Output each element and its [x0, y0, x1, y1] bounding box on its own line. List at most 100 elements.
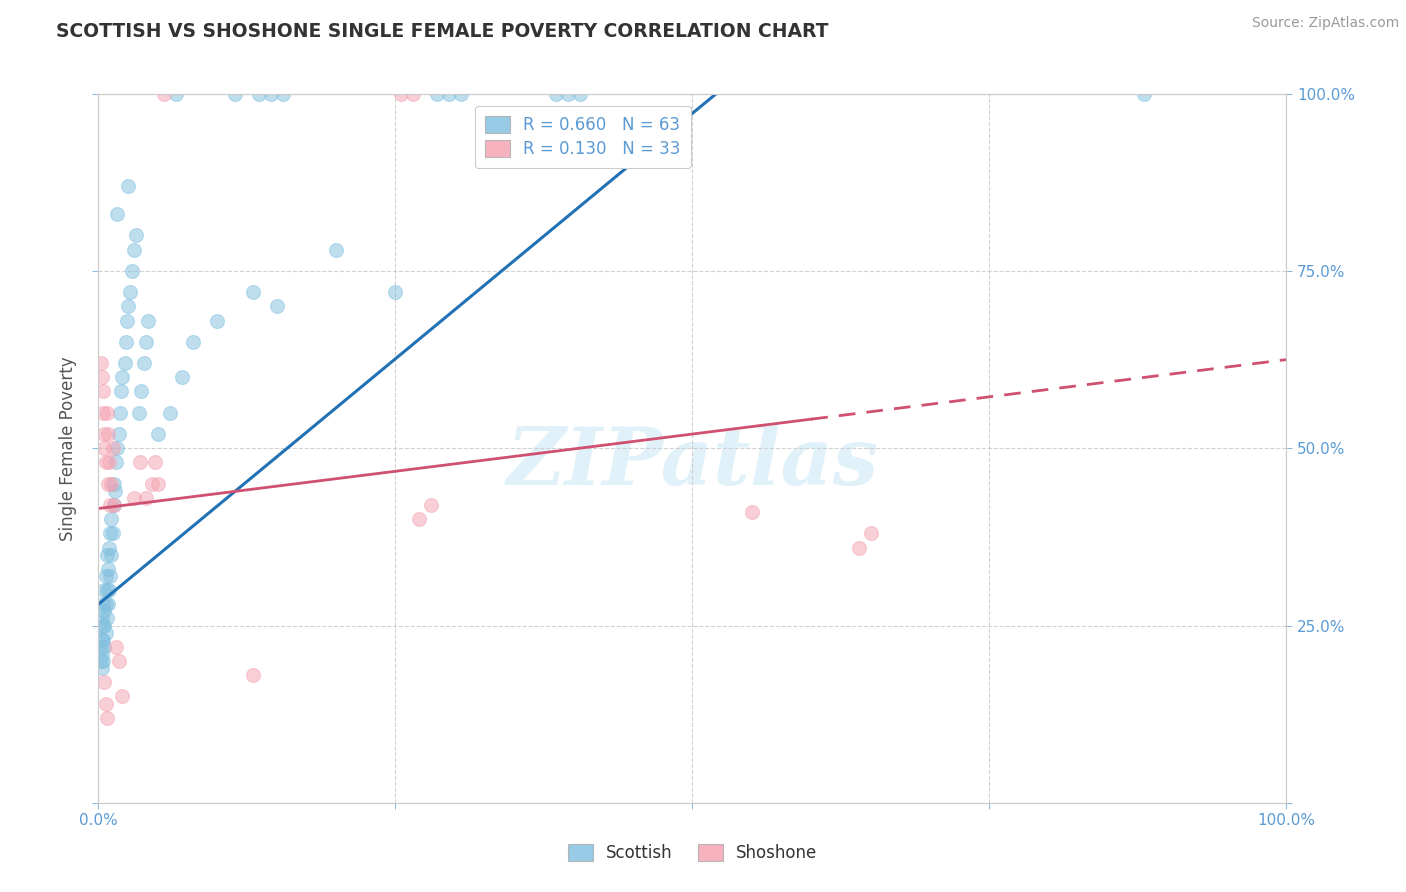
Point: [141, 476, 163, 491]
Point: [108, 406, 131, 420]
Point: [93, 618, 115, 632]
Point: [105, 640, 128, 654]
Point: [91, 406, 114, 420]
Point: [94, 697, 117, 711]
Point: [100, 476, 122, 491]
Point: [437, 87, 460, 101]
Point: [104, 483, 127, 498]
Point: [325, 243, 347, 257]
Point: [146, 476, 169, 491]
Point: [93, 604, 115, 618]
Point: [111, 690, 134, 704]
Point: [91, 654, 114, 668]
Point: [91, 632, 114, 647]
Point: [91, 661, 114, 675]
Point: [98, 498, 121, 512]
Point: [110, 384, 132, 399]
Point: [90, 640, 112, 654]
Point: [408, 512, 430, 526]
Point: [96, 583, 118, 598]
Point: [98, 526, 121, 541]
Point: [96, 406, 118, 420]
Point: [103, 476, 125, 491]
Point: [101, 442, 124, 456]
Point: [90, 356, 112, 370]
Point: [557, 87, 579, 101]
Point: [384, 285, 406, 300]
Point: [114, 334, 136, 349]
Point: [426, 87, 449, 101]
Point: [117, 178, 139, 193]
Point: [544, 87, 567, 101]
Point: [741, 505, 763, 519]
Point: [93, 442, 115, 456]
Point: [91, 611, 114, 625]
Point: [105, 455, 128, 469]
Point: [90, 654, 112, 668]
Point: [101, 526, 124, 541]
Point: [97, 597, 120, 611]
Point: [128, 406, 150, 420]
Point: [859, 526, 882, 541]
Point: [91, 647, 114, 661]
Point: [98, 541, 121, 555]
Point: [247, 87, 270, 101]
Point: [120, 285, 142, 300]
Point: [242, 668, 264, 682]
Point: [145, 455, 167, 469]
Point: [111, 370, 134, 384]
Point: [260, 87, 283, 101]
Point: [94, 597, 117, 611]
Point: [165, 87, 187, 101]
Point: [115, 313, 138, 327]
Point: [389, 87, 412, 101]
Y-axis label: Single Female Poverty: Single Female Poverty: [59, 356, 77, 541]
Point: [183, 334, 205, 349]
Point: [568, 87, 591, 101]
Point: [91, 370, 114, 384]
Point: [159, 406, 181, 420]
Point: [122, 243, 145, 257]
Point: [170, 370, 193, 384]
Point: [402, 87, 425, 101]
Point: [132, 356, 155, 370]
Point: [242, 285, 264, 300]
Point: [1133, 87, 1156, 101]
Point: [135, 334, 157, 349]
Point: [266, 300, 288, 314]
Text: SCOTTISH VS SHOSHONE SINGLE FEMALE POVERTY CORRELATION CHART: SCOTTISH VS SHOSHONE SINGLE FEMALE POVER…: [56, 22, 828, 41]
Point: [100, 512, 122, 526]
Point: [94, 625, 117, 640]
Text: ZIPatlas: ZIPatlas: [506, 424, 879, 501]
Point: [100, 548, 122, 562]
Point: [129, 455, 152, 469]
Point: [94, 455, 117, 469]
Point: [271, 87, 294, 101]
Point: [121, 264, 143, 278]
Point: [97, 562, 120, 576]
Point: [96, 611, 118, 625]
Point: [98, 455, 121, 469]
Point: [107, 442, 129, 456]
Point: [91, 384, 114, 399]
Point: [96, 548, 118, 562]
Point: [93, 427, 115, 442]
Point: [122, 491, 145, 505]
Point: [135, 491, 157, 505]
Point: [107, 427, 129, 442]
Point: [224, 87, 246, 101]
Point: [117, 300, 139, 314]
Point: [91, 618, 114, 632]
Point: [136, 313, 159, 327]
Point: [103, 498, 125, 512]
Point: [93, 583, 115, 598]
Point: [93, 640, 115, 654]
Point: [207, 313, 229, 327]
Point: [146, 427, 169, 442]
Point: [848, 541, 870, 555]
Point: [97, 427, 120, 442]
Point: [103, 498, 125, 512]
Point: [97, 476, 120, 491]
Point: [98, 569, 121, 583]
Point: [114, 356, 136, 370]
